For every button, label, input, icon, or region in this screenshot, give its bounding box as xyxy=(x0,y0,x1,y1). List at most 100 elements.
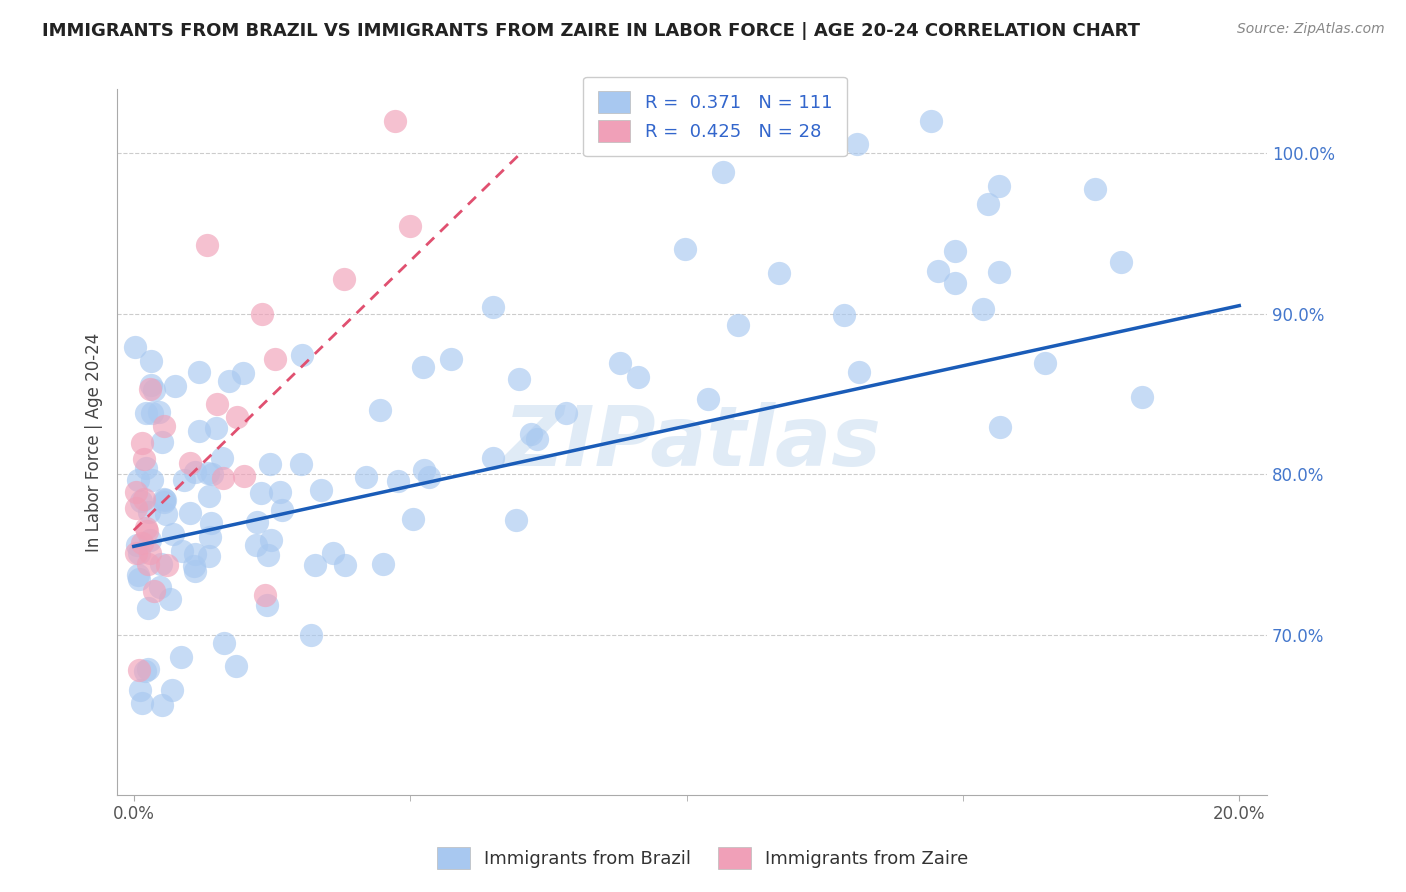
Point xyxy=(211,471,233,485)
Point xyxy=(135,521,157,535)
Point xyxy=(150,434,173,449)
Text: ZIPatlas: ZIPatlas xyxy=(503,401,882,483)
Point xyxy=(125,538,148,552)
Point xyxy=(184,565,207,579)
Point xyxy=(270,503,292,517)
Text: IMMIGRANTS FROM BRAZIL VS IMMIGRANTS FROM ZAIRE IN LABOR FORCE | AGE 20-24 CORRE: IMMIGRANTS FROM BRAZIL VS IMMIGRANTS FRO… xyxy=(42,22,1140,40)
Point xyxy=(139,546,162,560)
Point xyxy=(609,356,631,370)
Point xyxy=(418,470,440,484)
Point xyxy=(195,238,218,252)
Point xyxy=(482,450,505,465)
Point xyxy=(159,592,181,607)
Point xyxy=(943,244,966,258)
Point xyxy=(127,473,149,487)
Point xyxy=(169,649,191,664)
Point xyxy=(250,486,273,500)
Point xyxy=(125,501,148,516)
Point xyxy=(131,435,153,450)
Point xyxy=(333,271,356,285)
Point xyxy=(153,495,176,509)
Point xyxy=(125,546,148,560)
Point xyxy=(201,467,224,482)
Point xyxy=(162,527,184,541)
Point xyxy=(412,359,434,374)
Point xyxy=(263,351,285,366)
Point xyxy=(152,698,174,712)
Point xyxy=(927,264,949,278)
Point xyxy=(482,300,505,314)
Point xyxy=(920,114,942,128)
Point xyxy=(1035,356,1057,370)
Point xyxy=(505,513,527,527)
Point xyxy=(245,539,267,553)
Point xyxy=(299,628,322,642)
Point xyxy=(128,663,150,677)
Point xyxy=(246,515,269,529)
Point xyxy=(440,352,463,367)
Point xyxy=(848,365,870,379)
Point xyxy=(153,492,176,507)
Point xyxy=(356,470,378,484)
Point xyxy=(1130,390,1153,404)
Point xyxy=(132,492,155,507)
Point xyxy=(138,505,160,519)
Point xyxy=(508,372,530,386)
Point xyxy=(124,485,146,500)
Point xyxy=(207,397,229,411)
Point xyxy=(150,557,173,571)
Point xyxy=(153,492,176,507)
Point xyxy=(232,367,254,381)
Point xyxy=(135,406,157,420)
Point xyxy=(1109,255,1132,269)
Point xyxy=(136,557,159,571)
Point xyxy=(124,340,146,354)
Point xyxy=(370,403,392,417)
Point xyxy=(233,469,256,483)
Point xyxy=(260,533,283,547)
Point xyxy=(160,683,183,698)
Point xyxy=(128,546,150,560)
Point xyxy=(179,456,201,470)
Point xyxy=(987,264,1010,278)
Point xyxy=(155,507,177,521)
Point xyxy=(139,533,162,548)
Point xyxy=(139,354,162,368)
Point xyxy=(200,516,222,531)
Point xyxy=(204,421,226,435)
Point xyxy=(141,473,163,487)
Point xyxy=(257,548,280,562)
Point xyxy=(304,558,326,572)
Point xyxy=(170,544,193,558)
Point xyxy=(163,379,186,393)
Point xyxy=(188,424,211,438)
Point xyxy=(384,114,406,128)
Point xyxy=(131,696,153,710)
Point xyxy=(139,377,162,392)
Point xyxy=(212,636,235,650)
Point xyxy=(136,662,159,676)
Point xyxy=(554,406,576,420)
Legend: R =  0.371   N = 111, R =  0.425   N = 28: R = 0.371 N = 111, R = 0.425 N = 28 xyxy=(583,77,846,156)
Point xyxy=(322,546,344,560)
Point xyxy=(259,458,281,472)
Point xyxy=(373,557,395,571)
Point xyxy=(413,463,436,477)
Point xyxy=(131,536,153,550)
Y-axis label: In Labor Force | Age 20-24: In Labor Force | Age 20-24 xyxy=(86,333,103,551)
Point xyxy=(673,242,696,256)
Point xyxy=(387,474,409,488)
Point xyxy=(846,137,869,152)
Text: Source: ZipAtlas.com: Source: ZipAtlas.com xyxy=(1237,22,1385,37)
Point xyxy=(134,664,156,678)
Point xyxy=(977,197,1000,211)
Point xyxy=(988,419,1011,434)
Point xyxy=(333,558,356,573)
Point xyxy=(519,426,541,441)
Point xyxy=(768,266,790,280)
Point xyxy=(727,318,749,332)
Point xyxy=(183,558,205,573)
Point xyxy=(988,178,1011,193)
Point xyxy=(225,658,247,673)
Point xyxy=(184,465,207,479)
